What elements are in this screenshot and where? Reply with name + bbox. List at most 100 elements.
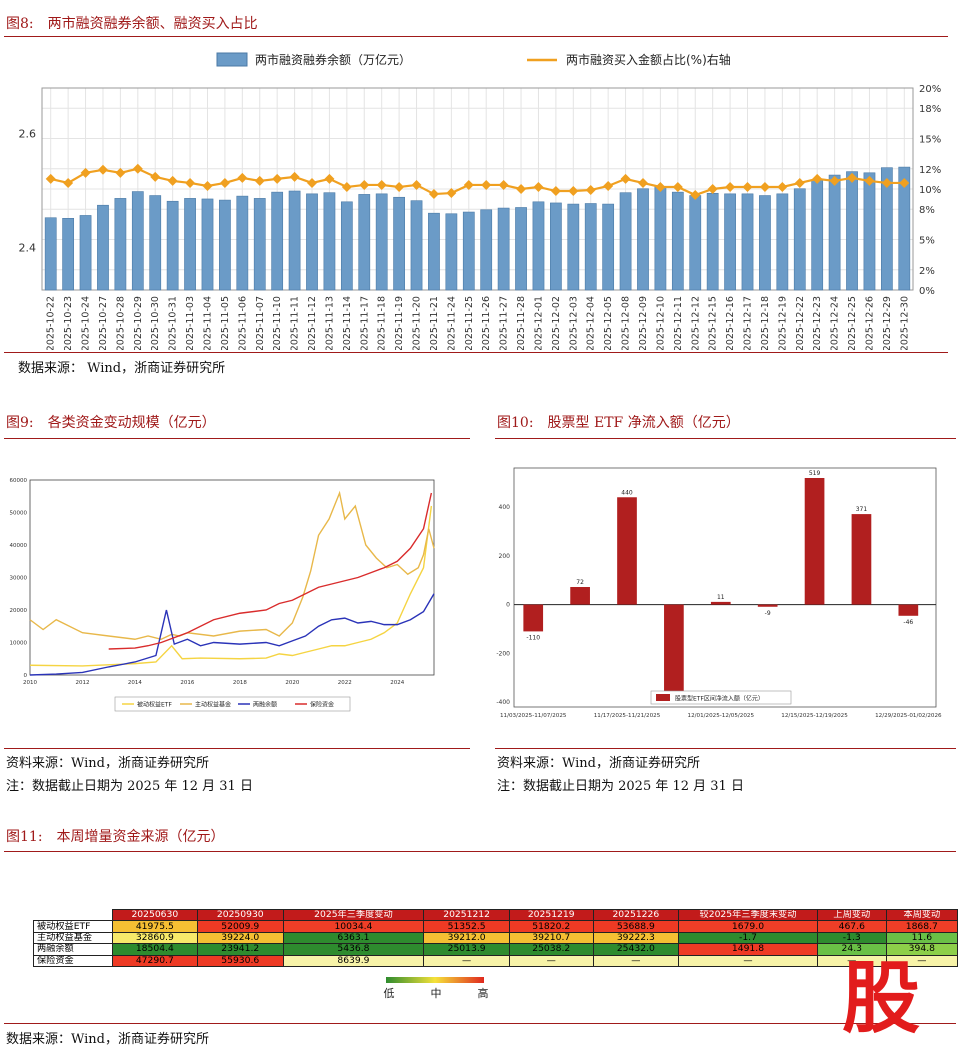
table-row: 保险资金 47290.7 55930.6 8639.9— — — — — — (33, 954, 958, 967)
x-tick-label: 2025-11-19 (394, 296, 405, 350)
flow-bar (898, 604, 919, 616)
ratio-point (202, 180, 213, 191)
y-tick-label: 400 (499, 504, 511, 511)
x-tick-label: 2025-11-11 (290, 296, 301, 350)
table-cell: 39222.3 (592, 931, 680, 945)
ratio-point (394, 181, 405, 192)
ratio-point (254, 175, 265, 186)
ratio-point (63, 177, 74, 188)
right-tick-label: 8% (919, 205, 935, 216)
flow-bar (757, 604, 778, 607)
ratio-point (428, 189, 439, 200)
table-cell: — (508, 954, 594, 967)
balance-bar (880, 167, 893, 291)
x-tick-label: 2025-12-12 (690, 296, 701, 350)
table-row: 主动权益基金 32860.9 39224.0 6363.1 39212.0 39210.7… (33, 931, 958, 945)
x-tick-label: 2025-11-12 (307, 296, 318, 350)
table-cell: 18504.4 (111, 943, 199, 956)
y-tick-label: 50000 (10, 511, 28, 517)
legend-bar-label: 两市融资融券余额（万亿元） (255, 52, 411, 67)
right-tick-label: 12% (919, 165, 941, 176)
balance-bar (271, 191, 284, 291)
legend-bar-swatch (216, 52, 248, 67)
x-tick-label: 2025-11-18 (377, 296, 388, 350)
x-tick-label: 2025-12-16 (725, 296, 736, 350)
ratio-point (516, 184, 527, 194)
legend-label: 保险资金 (310, 701, 334, 709)
balance-bar (724, 193, 736, 291)
bar-value-label: 371 (856, 506, 868, 513)
column-header: 本周变动 (885, 908, 958, 922)
y-tick-label: 30000 (10, 576, 28, 582)
ratio-point (463, 179, 474, 190)
balance-bar (79, 215, 92, 291)
ratio-point (672, 181, 683, 192)
legend-label: 主动权益基金 (195, 701, 231, 709)
x-tick-label: 2025-11-26 (481, 296, 492, 350)
y-tick-label: 40000 (10, 543, 28, 549)
ratio-point (167, 175, 178, 186)
balance-bar (323, 192, 336, 291)
fig11-top-rule (4, 851, 956, 852)
ratio-point (899, 177, 910, 188)
x-tick-label: 2025-11-03 (185, 296, 196, 350)
ratio-point (533, 181, 544, 192)
x-tick-label: 2025-11-07 (255, 296, 266, 350)
ratio-point (829, 175, 840, 186)
y-tick-label: 0 (506, 602, 510, 609)
ratio-point (324, 173, 335, 184)
x-tick-label: 2025-12-15 (708, 296, 719, 350)
ratio-point (45, 173, 56, 184)
fig10-legend (650, 690, 792, 705)
balance-bar (166, 200, 179, 291)
balance-bar (97, 204, 109, 291)
column-header: 20250930 (197, 908, 284, 922)
bar-value-label: 519 (809, 470, 821, 477)
balance-bar (637, 188, 649, 291)
balance-bar (445, 213, 458, 291)
fig11-bottom-rule (4, 1023, 956, 1024)
x-tick-label: 2025-10-22 (46, 296, 57, 350)
color-scale-bar (386, 977, 484, 983)
column-header: 20251212 (423, 908, 510, 922)
table-cell: 23941.2 (197, 943, 284, 956)
legend-label: 两融余额 (253, 701, 277, 709)
x-tick-label: 2025-11-14 (342, 296, 353, 350)
y-tick-label: 0 (24, 673, 28, 679)
column-header: 20251219 (508, 908, 594, 922)
ratio-point (881, 177, 892, 188)
x-tick-label: 2025-10-31 (168, 296, 179, 350)
fig9-top-rule (4, 438, 470, 439)
right-tick-label: 0% (919, 286, 935, 297)
y-tick-label: -200 (496, 650, 510, 657)
ratio-point (637, 177, 648, 188)
fig9-note: 注：数据截止日期为 2025 年 12 月 31 日 (6, 779, 253, 794)
x-tick-label: 2025-12-18 (760, 296, 771, 350)
table-cell: 11.6 (885, 931, 958, 945)
balance-bar (236, 195, 249, 291)
bar-value-label: 440 (621, 489, 633, 496)
ratio-point (655, 181, 666, 192)
right-tick-label: 2% (919, 266, 935, 277)
balance-bar (515, 207, 527, 291)
table-cell: 32860.9 (111, 931, 199, 945)
legend-swatch (656, 694, 670, 701)
ratio-point (742, 181, 753, 192)
balance-bar (480, 209, 493, 291)
x-tick-label: 2025-10-30 (150, 296, 161, 350)
balance-bar (828, 174, 841, 291)
ratio-point (777, 181, 788, 192)
fig10-top-rule (495, 438, 956, 439)
ratio-point (603, 180, 614, 191)
balance-bar (776, 193, 789, 291)
x-tick-label: 2025-12-11 (673, 296, 684, 350)
ratio-point (359, 179, 370, 190)
series-line (29, 593, 435, 676)
x-tick-label: 2025-12-05 (603, 296, 614, 350)
x-tick-label: 2016 (180, 680, 194, 686)
table-row: 被动权益ETF 41975.5 52009.9 10034.4 51352.5 51820… (33, 920, 958, 933)
x-tick-label: 2025-11-10 (272, 296, 283, 350)
plot-frame (41, 87, 914, 291)
stock-stamp: 股 (842, 954, 921, 1044)
scale-high-label: 高 (478, 986, 489, 1000)
